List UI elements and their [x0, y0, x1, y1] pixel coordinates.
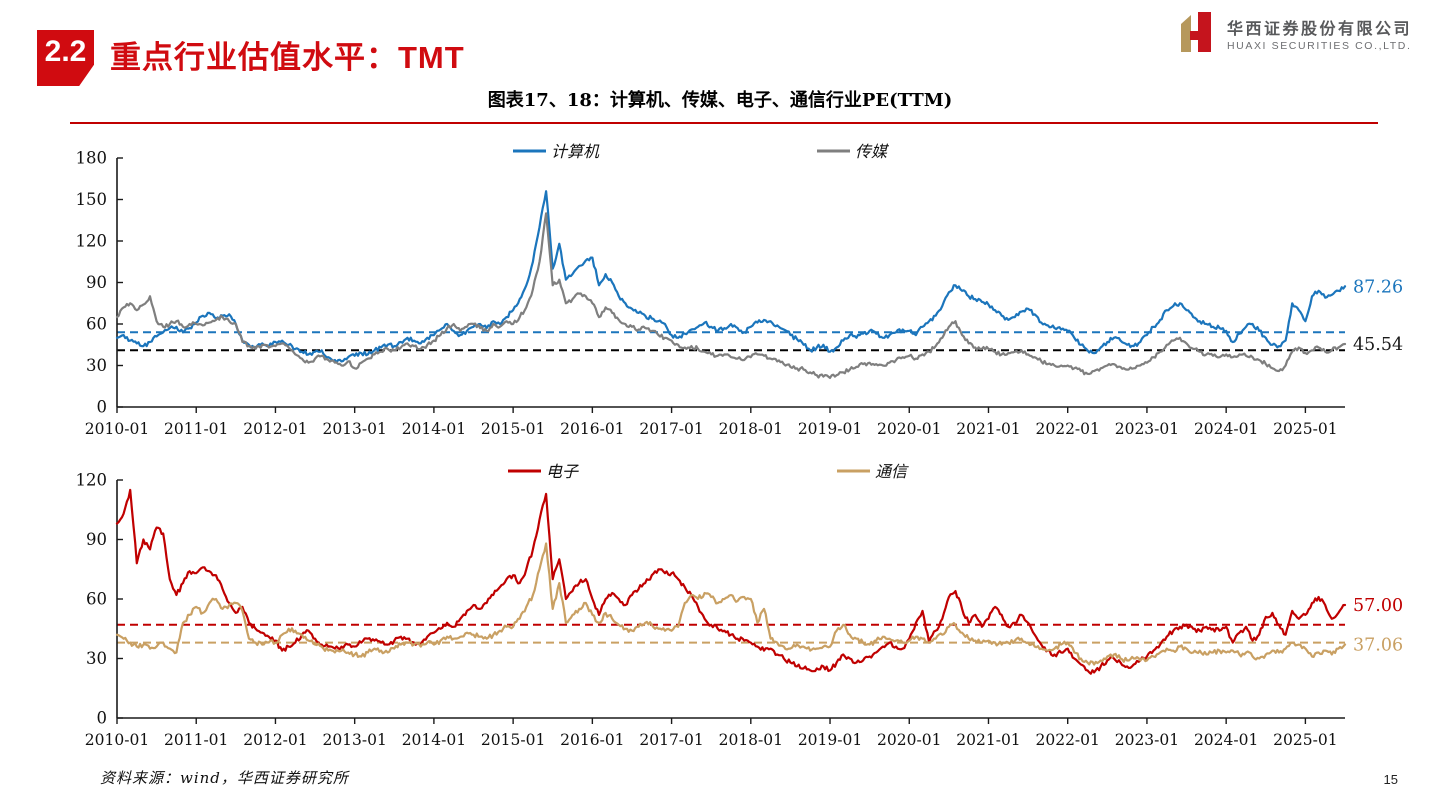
- chart1-legend-label-0: 电子: [546, 462, 579, 481]
- chart0-y-tick-label: 180: [76, 149, 108, 168]
- chart1-y-tick-label: 30: [86, 649, 107, 668]
- chart0-x-tick-label: 2012-01: [243, 420, 307, 438]
- title-divider: [70, 122, 1378, 124]
- chart0-y-tick-label: 0: [97, 398, 108, 417]
- chart1-y-tick-label: 90: [86, 530, 107, 549]
- chart1-x-tick-label: 2012-01: [243, 731, 307, 749]
- chart1-x-tick-label: 2019-01: [798, 731, 862, 749]
- chart0-x-tick-label: 2017-01: [639, 420, 703, 438]
- chart1-x-tick-label: 2020-01: [877, 731, 941, 749]
- chart1-x-tick-label: 2014-01: [402, 731, 466, 749]
- chart1-series-line-1: [115, 542, 1347, 666]
- chart0-legend-label-1: 传媒: [855, 142, 890, 161]
- chart1-y-tick-label: 0: [97, 709, 108, 728]
- page-number: 15: [1383, 772, 1398, 787]
- chart1-legend-label-1: 通信: [875, 462, 909, 481]
- logo-text: 华西证券股份有限公司 HUAXI SECURITIES CO.,LTD.: [1227, 15, 1412, 52]
- section-number: 2.2: [44, 35, 87, 68]
- chart0-x-tick-label: 2015-01: [481, 420, 545, 438]
- chart0-series-line-0: [115, 190, 1347, 364]
- chart0-x-tick-label: 2021-01: [956, 420, 1020, 438]
- chart0-x-tick-label: 2018-01: [719, 420, 783, 438]
- chart1-x-tick-label: 2013-01: [322, 731, 386, 749]
- chart0-x-tick-label: 2019-01: [798, 420, 862, 438]
- source-note: 资料来源：wind，华西证券研究所: [100, 769, 349, 787]
- chart1-x-tick-label: 2021-01: [956, 731, 1020, 749]
- page-title: 重点行业估值水平：TMT: [110, 40, 465, 75]
- chart0-y-tick-label: 60: [86, 315, 107, 334]
- chart0-x-tick-label: 2011-01: [164, 420, 228, 438]
- chart0-x-tick-label: 2020-01: [877, 420, 941, 438]
- chart1-end-label-1: 37.06: [1353, 635, 1403, 655]
- chart1-x-tick-label: 2025-01: [1273, 731, 1337, 749]
- section-badge: 2.2: [37, 30, 94, 86]
- figure-title: 图表17、18：计算机、传媒、电子、通信行业PE(TTM): [487, 90, 953, 111]
- chart0-x-tick-label: 2024-01: [1194, 420, 1258, 438]
- company-logo: 华西证券股份有限公司 HUAXI SECURITIES CO.,LTD.: [1177, 10, 1412, 56]
- chart0-y-tick-label: 150: [76, 190, 108, 209]
- chart0-x-tick-label: 2016-01: [560, 420, 624, 438]
- chart1-x-tick-label: 2024-01: [1194, 731, 1258, 749]
- chart1-end-label-0: 57.00: [1353, 596, 1403, 616]
- chart1-x-tick-label: 2017-01: [639, 731, 703, 749]
- chart0-end-label-0: 87.26: [1353, 277, 1403, 297]
- chart-pe-computer-media: 0 30 60 90 120 150 180 2010-01 2011-01 2012-01 201…: [76, 142, 1404, 438]
- chart1-series-line-0: [115, 488, 1347, 675]
- chart1-x-tick-label: 2016-01: [560, 731, 624, 749]
- chart0-y-tick-label: 120: [76, 232, 108, 251]
- chart1-x-tick-label: 2023-01: [1115, 731, 1179, 749]
- chart0-y-tick-label: 90: [86, 273, 107, 292]
- chart1-x-tick-label: 2015-01: [481, 731, 545, 749]
- chart0-legend-label-0: 计算机: [551, 142, 600, 161]
- chart1-y-tick-label: 120: [76, 471, 108, 490]
- chart0-x-tick-label: 2013-01: [322, 420, 386, 438]
- chart1-x-tick-label: 2022-01: [1035, 731, 1099, 749]
- chart0-x-tick-label: 2014-01: [402, 420, 466, 438]
- chart0-x-tick-label: 2010-01: [85, 420, 149, 438]
- chart1-x-tick-label: 2018-01: [719, 731, 783, 749]
- chart0-y-tick-label: 30: [86, 356, 107, 375]
- chart-pe-electronics-telecom: 0 30 60 90 120 2010-01 2011-01 2012-01 2013-01 20…: [76, 462, 1404, 749]
- chart0-x-tick-label: 2022-01: [1035, 420, 1099, 438]
- logo-company-name-en: HUAXI SECURITIES CO.,LTD.: [1226, 39, 1412, 52]
- huaxi-logo-icon: [1177, 10, 1217, 56]
- chart0-x-tick-label: 2025-01: [1273, 420, 1337, 438]
- chart0-end-label-1: 45.54: [1353, 335, 1403, 355]
- huaxi-logo-mark-svg: [1180, 12, 1211, 52]
- chart1-x-tick-label: 2011-01: [164, 731, 228, 749]
- chart1-x-tick-label: 2010-01: [85, 731, 149, 749]
- chart0-series-line-1: [115, 212, 1347, 379]
- logo-company-name-cn: 华西证券股份有限公司: [1226, 18, 1412, 38]
- chart1-y-tick-label: 60: [86, 590, 107, 609]
- chart0-x-tick-label: 2023-01: [1115, 420, 1179, 438]
